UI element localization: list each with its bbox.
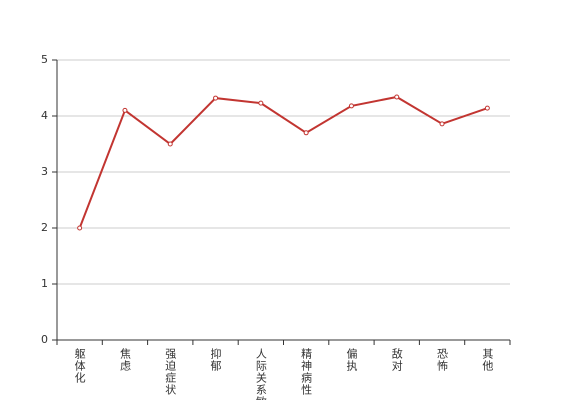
point <box>122 107 128 113</box>
y-tick-label: 2 <box>41 221 48 234</box>
point <box>303 130 309 136</box>
line <box>78 95 488 229</box>
y-tick-label: 3 <box>41 165 48 178</box>
y-tick-label: 5 <box>41 53 48 66</box>
x-tick-label: 敌对 <box>390 347 403 372</box>
point <box>258 100 264 106</box>
y-tick-label: 4 <box>41 109 48 122</box>
x-tick-label: 恐怖 <box>436 348 449 372</box>
x-tick-label: 抑郁 <box>209 347 222 372</box>
x-tick-label: 精神病性 <box>300 348 313 396</box>
point <box>167 141 173 147</box>
x-tick-label: 其他 <box>481 348 494 372</box>
point <box>484 105 490 111</box>
point <box>348 103 354 109</box>
x-tick-label: 焦虑 <box>118 348 131 372</box>
y-tick-label: 1 <box>41 277 48 290</box>
x-tick-label: 强迫症状 <box>164 348 177 396</box>
point <box>439 121 445 127</box>
y-tick-label: 0 <box>41 333 48 346</box>
x-tick-label: 人际关系敏感 <box>254 348 267 400</box>
point <box>77 225 83 231</box>
x-tick-label: 偏执 <box>345 347 358 372</box>
x-tick-label: 躯体化 <box>73 348 86 384</box>
point <box>394 94 400 100</box>
point <box>213 95 219 101</box>
